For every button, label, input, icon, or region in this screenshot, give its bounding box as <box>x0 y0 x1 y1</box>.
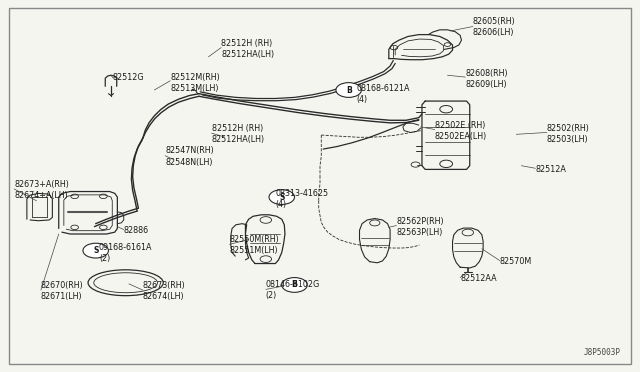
Text: 82502E (RH)
82502EA(LH): 82502E (RH) 82502EA(LH) <box>435 121 487 141</box>
Text: 82605(RH)
82606(LH): 82605(RH) 82606(LH) <box>473 17 516 37</box>
Text: 82512H (RH)
82512HA(LH): 82512H (RH) 82512HA(LH) <box>212 124 265 144</box>
Text: 08146-6102G
(2): 08146-6102G (2) <box>266 280 320 300</box>
Text: 08313-41625
(4): 08313-41625 (4) <box>275 189 328 209</box>
Text: 82886: 82886 <box>124 226 149 235</box>
Circle shape <box>336 83 362 97</box>
Text: B: B <box>346 86 351 94</box>
Circle shape <box>282 278 307 292</box>
Text: 82512AA: 82512AA <box>460 274 497 283</box>
Text: 82570M: 82570M <box>500 257 532 266</box>
Text: 82512G: 82512G <box>113 73 145 81</box>
Text: J8P5003P: J8P5003P <box>584 347 621 357</box>
Text: 82562P(RH)
82563P(LH): 82562P(RH) 82563P(LH) <box>396 217 444 237</box>
Text: S: S <box>93 246 99 255</box>
Circle shape <box>83 243 108 258</box>
Text: 82502(RH)
82503(LH): 82502(RH) 82503(LH) <box>547 124 589 144</box>
Text: 82512M(RH)
82513M(LH): 82512M(RH) 82513M(LH) <box>170 73 220 93</box>
Text: 82608(RH)
82609(LH): 82608(RH) 82609(LH) <box>465 69 508 89</box>
Text: S: S <box>279 193 284 202</box>
Text: 82512H (RH)
82512HA(LH): 82512H (RH) 82512HA(LH) <box>221 39 275 60</box>
Text: 09168-6161A
(2): 09168-6161A (2) <box>99 243 152 263</box>
Text: 82550M(RH)
82551M(LH): 82550M(RH) 82551M(LH) <box>230 235 279 255</box>
Text: 82670(RH)
82671(LH): 82670(RH) 82671(LH) <box>41 281 84 301</box>
Text: 82547N(RH)
82548N(LH): 82547N(RH) 82548N(LH) <box>165 147 214 167</box>
Text: B: B <box>292 280 298 289</box>
Circle shape <box>269 190 294 205</box>
Text: 08168-6121A
(4): 08168-6121A (4) <box>356 84 410 104</box>
Text: 82512A: 82512A <box>536 165 566 174</box>
Text: 82673+A(RH)
82674+A(LH): 82673+A(RH) 82674+A(LH) <box>14 180 69 200</box>
Text: 82673(RH)
82674(LH): 82673(RH) 82674(LH) <box>143 281 186 301</box>
